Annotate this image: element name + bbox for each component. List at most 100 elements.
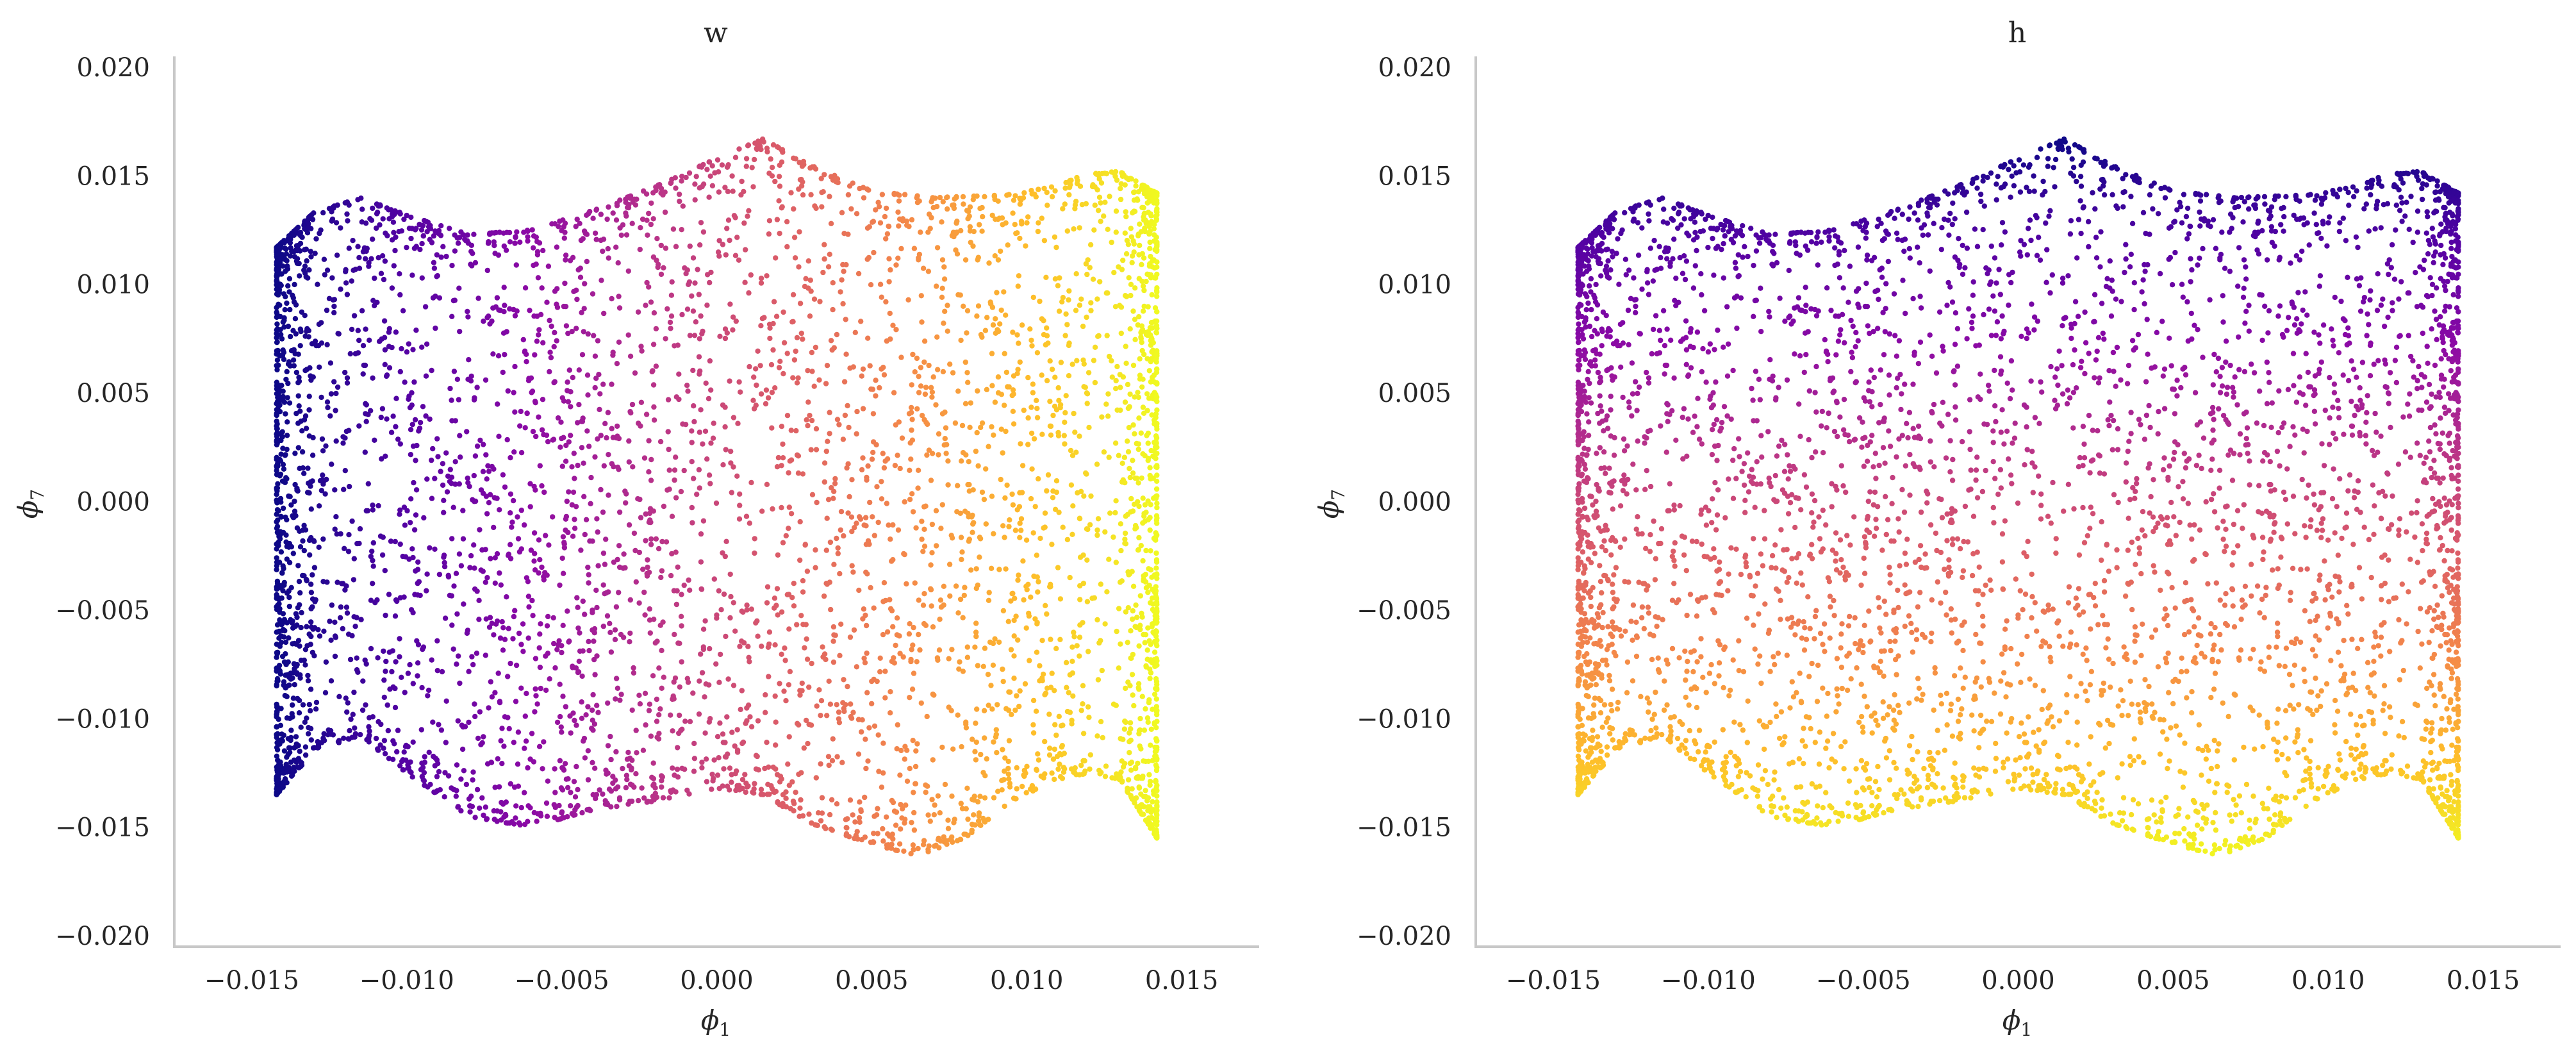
scatter-point [900, 654, 906, 660]
scatter-point [511, 740, 516, 745]
scatter-point [360, 371, 366, 377]
scatter-point [1097, 771, 1103, 777]
scatter-point [541, 489, 547, 495]
scatter-point [492, 690, 498, 695]
scatter-point [1060, 722, 1066, 728]
scatter-point [1147, 782, 1153, 788]
scatter-point [995, 390, 1002, 396]
scatter-point [779, 205, 785, 211]
scatter-point [819, 810, 825, 816]
scatter-point [340, 626, 345, 632]
scatter-point [274, 753, 280, 760]
scatter-point [447, 467, 453, 472]
scatter-point [693, 174, 699, 179]
scatter-point [1154, 793, 1160, 799]
scatter-point [1141, 287, 1147, 294]
scatter-point [1052, 746, 1058, 752]
scatter-point [769, 425, 775, 431]
scatter-point [1001, 289, 1007, 295]
scatter-point [1013, 613, 1019, 619]
scatter-point [673, 601, 680, 608]
scatter-point [1064, 228, 1071, 234]
scatter-point [1122, 530, 1128, 536]
scatter-point [834, 417, 841, 422]
scatter-point [1004, 192, 1010, 198]
scatter-point [959, 806, 966, 811]
scatter-point [1057, 404, 1063, 411]
scatter-point [475, 295, 481, 301]
scatter-point [909, 427, 914, 433]
scatter-point [715, 249, 722, 255]
scatter-point [320, 448, 326, 454]
scatter-point [824, 515, 830, 521]
scatter-point [1011, 653, 1017, 659]
scatter-point [1013, 230, 1019, 237]
scatter-point [929, 199, 934, 204]
scatter-point [1077, 597, 1083, 602]
scatter-point [441, 510, 447, 515]
scatter-point [520, 621, 526, 627]
scatter-point [419, 767, 425, 772]
scatter-point [1140, 495, 1146, 501]
scatter-point [1112, 776, 1118, 781]
scatter-point [925, 812, 931, 818]
scatter-point [828, 826, 834, 832]
scatter-point [709, 786, 714, 792]
scatter-point [283, 639, 289, 645]
scatter-point [1153, 777, 1159, 784]
scatter-point [419, 240, 425, 247]
scatter-point [498, 738, 504, 744]
scatter-point [308, 590, 315, 595]
scatter-point [625, 749, 631, 756]
scatter-point [1118, 547, 1124, 554]
scatter-point [381, 738, 388, 743]
scatter-point [720, 462, 726, 468]
scatter-point [302, 333, 308, 339]
scatter-point [472, 565, 477, 571]
scatter-point [397, 271, 402, 277]
scatter-point [659, 538, 665, 545]
scatter-point [1060, 295, 1066, 301]
scatter-point [1064, 685, 1069, 690]
scatter-point [1121, 726, 1128, 732]
scatter-point [372, 303, 377, 308]
scatter-point [405, 670, 411, 676]
scatter-point [676, 396, 682, 403]
scatter-point [357, 526, 363, 532]
scatter-point [316, 321, 322, 328]
scatter-point [668, 572, 674, 579]
scatter-point [368, 597, 374, 603]
scatter-point [624, 756, 631, 762]
scatter-point [966, 536, 973, 542]
scatter-point [1002, 403, 1007, 408]
scatter-point [737, 644, 743, 649]
scatter-point [763, 710, 768, 715]
scatter-point [1138, 336, 1144, 342]
scatter-point [860, 366, 866, 372]
scatter-point [284, 433, 290, 438]
scatter-point [429, 657, 434, 663]
scatter-point [279, 570, 285, 576]
scatter-point [420, 646, 425, 652]
scatter-point [386, 365, 393, 371]
scatter-point [871, 831, 877, 836]
scatter-point [550, 615, 556, 621]
scatter-point [1044, 488, 1050, 494]
scatter-point [798, 770, 804, 776]
scatter-point [313, 236, 319, 242]
scatter-point [990, 640, 996, 647]
scatter-point [945, 194, 950, 200]
scatter-point [1049, 194, 1055, 200]
scatter-point [845, 683, 850, 690]
scatter-point [1154, 463, 1160, 469]
scatter-point [716, 253, 722, 259]
scatter-point [929, 521, 936, 528]
scatter-point [1012, 595, 1018, 601]
scatter-point [498, 582, 504, 588]
scatter-point [489, 620, 495, 626]
scatter-point [1150, 319, 1155, 326]
scatter-point [1136, 314, 1142, 320]
scatter-point [286, 233, 292, 239]
scatter-point [1070, 503, 1076, 509]
scatter-point [1136, 503, 1142, 510]
